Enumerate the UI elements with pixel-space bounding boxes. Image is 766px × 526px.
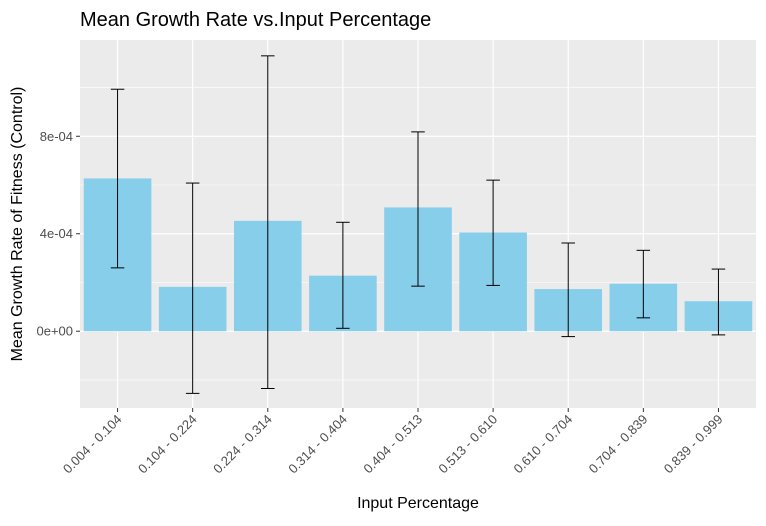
x-tick-label: 0.224 - 0.314 <box>210 412 275 477</box>
x-tick-label: 0.513 - 0.610 <box>435 412 500 477</box>
x-tick-label: 0.104 - 0.224 <box>135 412 200 477</box>
y-tick-label: 8e-04 <box>40 129 73 144</box>
x-tick-label: 0.704 - 0.839 <box>586 412 651 477</box>
x-axis: 0.004 - 0.104 0.104 - 0.224 0.224 - 0.314 0… <box>60 408 726 476</box>
x-axis-title: Input Percentage <box>357 495 479 512</box>
x-tick-label: 0.314 - 0.404 <box>285 412 350 477</box>
y-axis-title: Mean Growth Rate of Fitness (Control) <box>9 87 26 362</box>
chart-title: Mean Growth Rate vs.Input Percentage <box>80 9 431 31</box>
errorbars-layer <box>110 55 726 394</box>
x-tick-label: 0.404 - 0.513 <box>360 412 425 477</box>
x-tick-label: 0.004 - 0.104 <box>60 412 125 477</box>
x-tick-label: 0.610 - 0.704 <box>511 412 576 477</box>
y-tick-label: 4e-04 <box>40 226 73 241</box>
y-tick-label: 0e+00 <box>36 324 73 339</box>
x-tick-label: 0.839 - 0.999 <box>661 412 726 477</box>
y-axis: 0e+00 4e-04 8e-04 <box>36 129 80 339</box>
